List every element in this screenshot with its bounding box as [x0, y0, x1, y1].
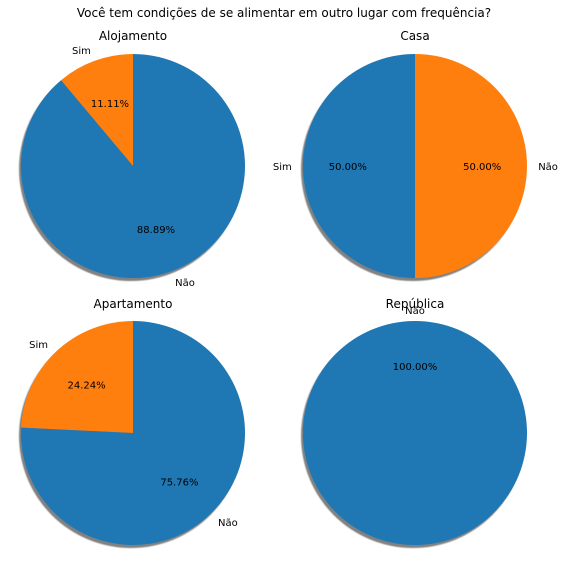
pie-title: Apartamento — [94, 297, 173, 311]
pie-pct-label: 88.89% — [137, 225, 175, 236]
pie-slice — [20, 54, 245, 279]
pie-title: Alojamento — [99, 29, 167, 43]
pie-slice-label: Sim — [273, 162, 292, 173]
pie-slice-label: Não — [538, 162, 558, 173]
pie-slice — [415, 54, 527, 278]
figure-title: Você tem condições de se alimentar em ou… — [77, 6, 491, 20]
pie-slice — [21, 321, 246, 545]
pie-slice — [303, 321, 527, 545]
pie-slice-label: Não — [175, 278, 195, 289]
pie-slice — [303, 54, 415, 278]
pie-chart-2: Apartamento 24.24% Sim 75.76% Não — [19, 297, 246, 548]
pie-pct-label: 50.00% — [463, 162, 501, 173]
pie-slice-label: Não — [405, 306, 425, 317]
pie-charts: Alojamento 11.11% Sim 88.89% Não Casa 50.00% Nã… — [19, 29, 558, 548]
pie-slice — [61, 54, 134, 166]
pie-slice — [21, 321, 134, 433]
pie-chart-3: República 100.00% Não — [301, 297, 527, 548]
pie-title: Casa — [400, 29, 429, 43]
pie-pct-label: 75.76% — [160, 478, 198, 489]
pie-chart-1: Casa 50.00% Não 50.00% Sim — [273, 29, 558, 281]
pie-pct-label: 50.00% — [329, 162, 367, 173]
pie-slice-label: Não — [218, 518, 238, 529]
pie-slice-label: Sim — [72, 46, 91, 57]
pie-pct-label: 24.24% — [68, 380, 106, 391]
pie-chart-0: Alojamento 11.11% Sim 88.89% Não — [19, 29, 245, 289]
pie-title: República — [386, 297, 445, 311]
pie-pct-label: 11.11% — [91, 99, 129, 110]
pie-slice-label: Sim — [29, 340, 48, 351]
pie-pct-label: 100.00% — [393, 362, 438, 373]
